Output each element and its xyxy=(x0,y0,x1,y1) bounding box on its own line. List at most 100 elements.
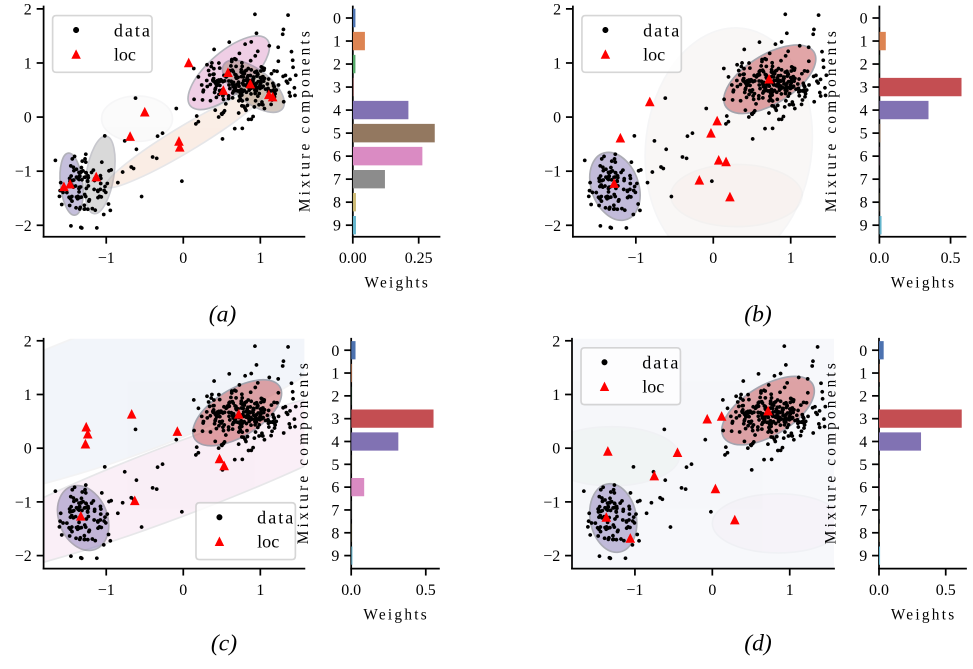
svg-text:loc: loc xyxy=(114,44,136,64)
svg-text:−1: −1 xyxy=(98,582,115,599)
svg-text:2: 2 xyxy=(859,388,867,405)
svg-text:0.0: 0.0 xyxy=(341,582,361,599)
svg-text:0.5: 0.5 xyxy=(936,582,956,599)
svg-text:data: data xyxy=(257,508,293,528)
svg-text:−1: −1 xyxy=(627,250,644,267)
svg-text:0: 0 xyxy=(860,11,868,28)
svg-text:0.5: 0.5 xyxy=(416,582,436,599)
svg-text:1: 1 xyxy=(24,387,32,404)
svg-text:loc: loc xyxy=(642,377,664,397)
svg-text:1: 1 xyxy=(24,56,32,73)
svg-text:0: 0 xyxy=(708,582,716,599)
svg-text:0: 0 xyxy=(552,441,560,458)
svg-text:7: 7 xyxy=(859,502,867,519)
svg-text:data: data xyxy=(642,353,678,373)
svg-text:1: 1 xyxy=(331,366,339,383)
svg-text:7: 7 xyxy=(333,172,341,189)
svg-text:loc: loc xyxy=(643,44,665,64)
svg-text:3: 3 xyxy=(859,411,867,428)
svg-text:9: 9 xyxy=(331,548,339,565)
svg-text:0: 0 xyxy=(553,110,561,127)
svg-text:9: 9 xyxy=(333,218,341,235)
svg-text:1: 1 xyxy=(859,366,867,383)
svg-text:Mixture components: Mixture components xyxy=(823,31,840,212)
svg-text:(a): (a) xyxy=(209,302,237,328)
svg-text:2: 2 xyxy=(860,57,868,74)
svg-text:1: 1 xyxy=(256,250,264,267)
svg-text:0.5: 0.5 xyxy=(941,250,961,267)
svg-text:1: 1 xyxy=(552,387,560,404)
svg-text:−2: −2 xyxy=(15,548,32,565)
svg-text:data: data xyxy=(114,20,150,40)
svg-text:1: 1 xyxy=(333,34,341,51)
svg-text:4: 4 xyxy=(860,103,868,120)
svg-text:Mixture components: Mixture components xyxy=(295,363,312,544)
svg-text:9: 9 xyxy=(860,218,868,235)
svg-text:0: 0 xyxy=(24,110,32,127)
svg-text:0: 0 xyxy=(333,11,341,28)
svg-text:2: 2 xyxy=(552,333,560,350)
svg-text:0: 0 xyxy=(331,343,339,360)
svg-text:2: 2 xyxy=(331,388,339,405)
svg-text:3: 3 xyxy=(860,80,868,97)
svg-text:1: 1 xyxy=(786,582,794,599)
svg-text:0: 0 xyxy=(179,582,187,599)
svg-text:loc: loc xyxy=(257,532,279,552)
svg-text:8: 8 xyxy=(333,195,341,212)
svg-text:5: 5 xyxy=(333,126,341,143)
svg-text:3: 3 xyxy=(333,80,341,97)
svg-text:9: 9 xyxy=(859,548,867,565)
svg-text:2: 2 xyxy=(24,1,32,18)
svg-text:−1: −1 xyxy=(544,164,561,181)
svg-text:1: 1 xyxy=(256,582,264,599)
svg-text:0: 0 xyxy=(24,441,32,458)
svg-text:6: 6 xyxy=(333,149,341,166)
svg-text:5: 5 xyxy=(860,126,868,143)
svg-text:2: 2 xyxy=(553,1,561,18)
svg-text:0.00: 0.00 xyxy=(339,250,367,267)
svg-text:1: 1 xyxy=(787,250,795,267)
svg-text:0: 0 xyxy=(709,250,717,267)
svg-text:0.0: 0.0 xyxy=(869,250,889,267)
svg-text:0.0: 0.0 xyxy=(869,582,889,599)
svg-text:3: 3 xyxy=(331,411,339,428)
svg-text:(b): (b) xyxy=(744,302,772,328)
svg-text:0: 0 xyxy=(859,343,867,360)
svg-text:Weights: Weights xyxy=(891,606,954,623)
svg-text:−1: −1 xyxy=(626,582,643,599)
svg-text:data: data xyxy=(643,20,679,40)
svg-text:Weights: Weights xyxy=(363,606,426,623)
svg-text:6: 6 xyxy=(859,480,867,497)
svg-text:4: 4 xyxy=(331,434,339,451)
svg-text:−2: −2 xyxy=(544,218,561,235)
svg-text:8: 8 xyxy=(860,195,868,212)
svg-text:−1: −1 xyxy=(98,250,115,267)
svg-text:7: 7 xyxy=(331,502,339,519)
svg-text:8: 8 xyxy=(331,525,339,542)
svg-text:4: 4 xyxy=(859,434,867,451)
svg-text:0.25: 0.25 xyxy=(405,250,433,267)
svg-text:(c): (c) xyxy=(211,631,237,657)
svg-text:Weights: Weights xyxy=(891,274,954,291)
svg-text:−2: −2 xyxy=(15,218,32,235)
svg-text:7: 7 xyxy=(860,172,868,189)
svg-text:8: 8 xyxy=(859,525,867,542)
svg-text:5: 5 xyxy=(331,457,339,474)
svg-text:2: 2 xyxy=(24,333,32,350)
svg-text:Mixture components: Mixture components xyxy=(297,31,314,212)
svg-text:1: 1 xyxy=(860,34,868,51)
svg-text:2: 2 xyxy=(333,57,341,74)
svg-text:5: 5 xyxy=(859,457,867,474)
svg-text:(d): (d) xyxy=(744,631,772,657)
svg-text:Weights: Weights xyxy=(364,274,427,291)
svg-text:4: 4 xyxy=(333,103,341,120)
svg-text:6: 6 xyxy=(331,480,339,497)
svg-text:−1: −1 xyxy=(15,494,32,511)
svg-text:1: 1 xyxy=(553,56,561,73)
svg-text:−2: −2 xyxy=(543,548,560,565)
svg-text:Mixture components: Mixture components xyxy=(823,363,840,544)
svg-text:−1: −1 xyxy=(543,494,560,511)
svg-text:0: 0 xyxy=(179,250,187,267)
svg-text:6: 6 xyxy=(860,149,868,166)
svg-text:−1: −1 xyxy=(15,164,32,181)
